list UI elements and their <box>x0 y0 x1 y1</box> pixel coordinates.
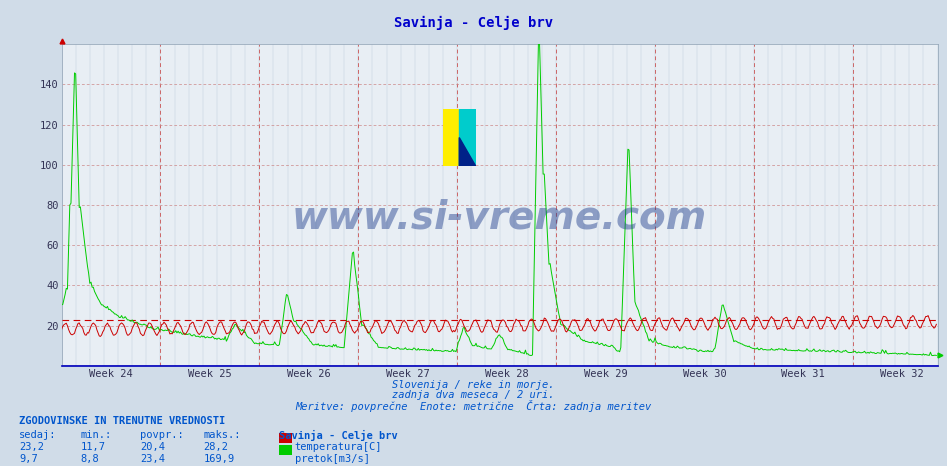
Text: min.:: min.: <box>80 430 112 439</box>
Text: 23,2: 23,2 <box>19 442 44 452</box>
Text: ZGODOVINSKE IN TRENUTNE VREDNOSTI: ZGODOVINSKE IN TRENUTNE VREDNOSTI <box>19 416 225 426</box>
Text: sedaj:: sedaj: <box>19 430 57 439</box>
Text: Meritve: povprečne  Enote: metrične  Črta: zadnja meritev: Meritve: povprečne Enote: metrične Črta:… <box>295 400 652 412</box>
Text: 20,4: 20,4 <box>140 442 165 452</box>
Text: Savinja - Celje brv: Savinja - Celje brv <box>279 430 398 441</box>
Polygon shape <box>459 137 476 166</box>
Text: pretok[m3/s]: pretok[m3/s] <box>295 454 369 464</box>
Text: Savinja - Celje brv: Savinja - Celje brv <box>394 16 553 30</box>
Text: 8,8: 8,8 <box>80 454 99 464</box>
Text: Slovenija / reke in morje.: Slovenija / reke in morje. <box>392 380 555 390</box>
Text: 23,4: 23,4 <box>140 454 165 464</box>
Polygon shape <box>459 109 476 166</box>
Text: 169,9: 169,9 <box>204 454 235 464</box>
Text: povpr.:: povpr.: <box>140 430 184 439</box>
Text: 9,7: 9,7 <box>19 454 38 464</box>
Text: 11,7: 11,7 <box>80 442 105 452</box>
Text: temperatura[C]: temperatura[C] <box>295 442 382 452</box>
Text: 28,2: 28,2 <box>204 442 228 452</box>
Text: maks.:: maks.: <box>204 430 241 439</box>
Text: zadnja dva meseca / 2 uri.: zadnja dva meseca / 2 uri. <box>392 390 555 400</box>
Text: www.si-vreme.com: www.si-vreme.com <box>292 199 707 237</box>
